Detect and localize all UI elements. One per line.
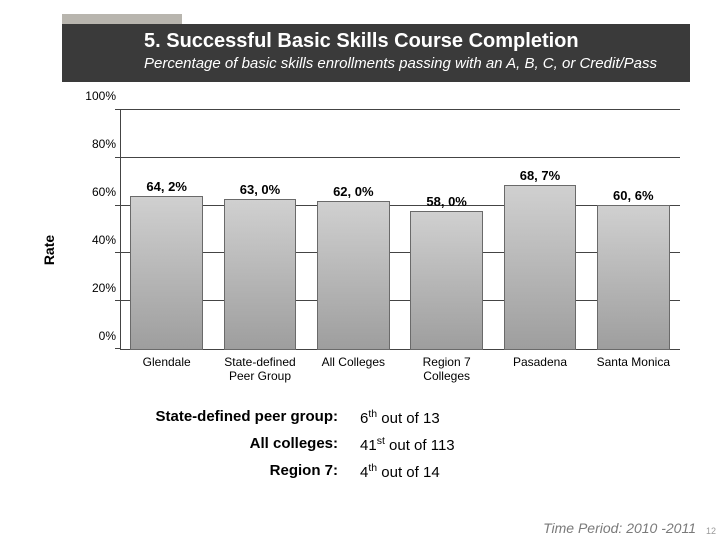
- bar-slot: 62, 0%: [307, 110, 400, 350]
- x-tick-label: State-defined Peer Group: [213, 350, 306, 390]
- bar-slot: 68, 7%: [493, 110, 586, 350]
- rankings-table: State-defined peer group:6th out of 13Al…: [120, 408, 560, 481]
- time-period: Time Period: 2010 -2011: [543, 520, 696, 536]
- x-tick-label: All Colleges: [307, 350, 400, 390]
- chart: Rate 64, 2% 63, 0% 62, 0% 58, 0% 68, 7% 60, 6…: [40, 110, 690, 390]
- ranking-label: All colleges:: [120, 435, 360, 454]
- bar-value-label: 68, 7%: [520, 168, 560, 183]
- x-tick-label: Region 7 Colleges: [400, 350, 493, 390]
- x-tick-label: Glendale: [120, 350, 213, 390]
- ranking-value: 6th out of 13: [360, 408, 560, 427]
- ranking-value: 41st out of 113: [360, 435, 560, 454]
- bar-value-label: 58, 0%: [426, 194, 466, 209]
- y-tick-label: 60%: [76, 185, 116, 199]
- bars-container: 64, 2% 63, 0% 62, 0% 58, 0% 68, 7% 60, 6%: [120, 110, 680, 350]
- ranking-label: State-defined peer group:: [120, 408, 360, 427]
- title-sub: Percentage of basic skills enrollments p…: [144, 55, 678, 72]
- y-tick-label: 80%: [76, 137, 116, 151]
- y-tick-label: 0%: [76, 329, 116, 343]
- bar: 63, 0%: [224, 199, 297, 350]
- bar: 58, 0%: [410, 211, 483, 350]
- y-tick-label: 20%: [76, 281, 116, 295]
- bar-slot: 60, 6%: [587, 110, 680, 350]
- bar-value-label: 63, 0%: [240, 182, 280, 197]
- y-axis-label: Rate: [41, 235, 57, 265]
- bar: 60, 6%: [597, 205, 670, 350]
- title-bar: 5. Successful Basic Skills Course Comple…: [62, 24, 690, 82]
- y-tick-label: 40%: [76, 233, 116, 247]
- ranking-value: 4th out of 14: [360, 462, 560, 481]
- bar: 68, 7%: [504, 185, 577, 350]
- bar-value-label: 60, 6%: [613, 188, 653, 203]
- x-tick-label: Pasadena: [493, 350, 586, 390]
- bar-value-label: 64, 2%: [146, 179, 186, 194]
- bar-slot: 58, 0%: [400, 110, 493, 350]
- x-labels-container: GlendaleState-defined Peer GroupAll Coll…: [120, 350, 680, 390]
- x-tick-label: Santa Monica: [587, 350, 680, 390]
- bar-slot: 63, 0%: [213, 110, 306, 350]
- bar-slot: 64, 2%: [120, 110, 213, 350]
- title-main: 5. Successful Basic Skills Course Comple…: [144, 30, 678, 53]
- bar: 64, 2%: [130, 196, 203, 350]
- slide-number: 12: [706, 526, 716, 536]
- decor-bar: [62, 14, 182, 24]
- ranking-label: Region 7:: [120, 462, 360, 481]
- bar-value-label: 62, 0%: [333, 184, 373, 199]
- bar: 62, 0%: [317, 201, 390, 350]
- y-tick-label: 100%: [76, 89, 116, 103]
